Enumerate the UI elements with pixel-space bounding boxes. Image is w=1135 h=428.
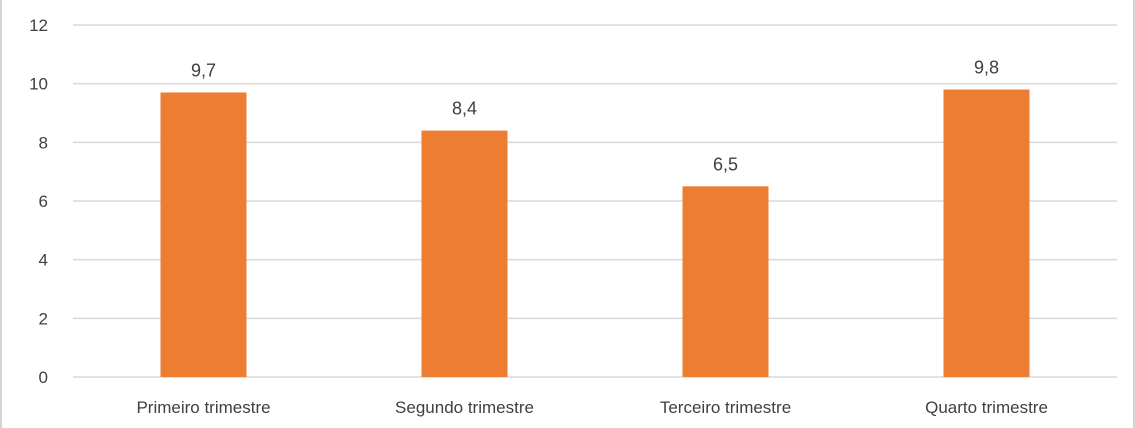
category-label-2: Segundo trimestre (395, 398, 534, 417)
bar-2 (421, 130, 508, 377)
y-tick-label-10: 10 (29, 75, 48, 94)
category-label-1: Primeiro trimestre (136, 398, 270, 417)
x-axis-categories: Primeiro trimestre Segundo trimestre Terce… (136, 398, 1047, 417)
bars (160, 89, 1030, 378)
gridlines (73, 24, 1117, 378)
data-labels: 9,7 8,4 6,5 9,8 (191, 58, 999, 175)
category-label-3: Terceiro trimestre (660, 398, 791, 417)
y-tick-label-6: 6 (39, 192, 48, 211)
bar-1 (160, 92, 247, 377)
y-tick-label-2: 2 (39, 309, 48, 328)
bar-3 (682, 186, 769, 377)
y-tick-label-8: 8 (39, 133, 48, 152)
bar-4 (943, 89, 1030, 378)
data-label-4: 9,8 (974, 58, 999, 78)
data-label-3: 6,5 (713, 154, 738, 174)
y-tick-label-12: 12 (29, 16, 48, 35)
y-tick-label-4: 4 (39, 251, 48, 270)
category-label-4: Quarto trimestre (925, 398, 1048, 417)
data-label-2: 8,4 (452, 99, 477, 119)
data-label-1: 9,7 (191, 60, 216, 80)
y-tick-label-0: 0 (39, 368, 48, 387)
y-axis-ticks: 0 2 4 6 8 10 12 (29, 16, 48, 387)
